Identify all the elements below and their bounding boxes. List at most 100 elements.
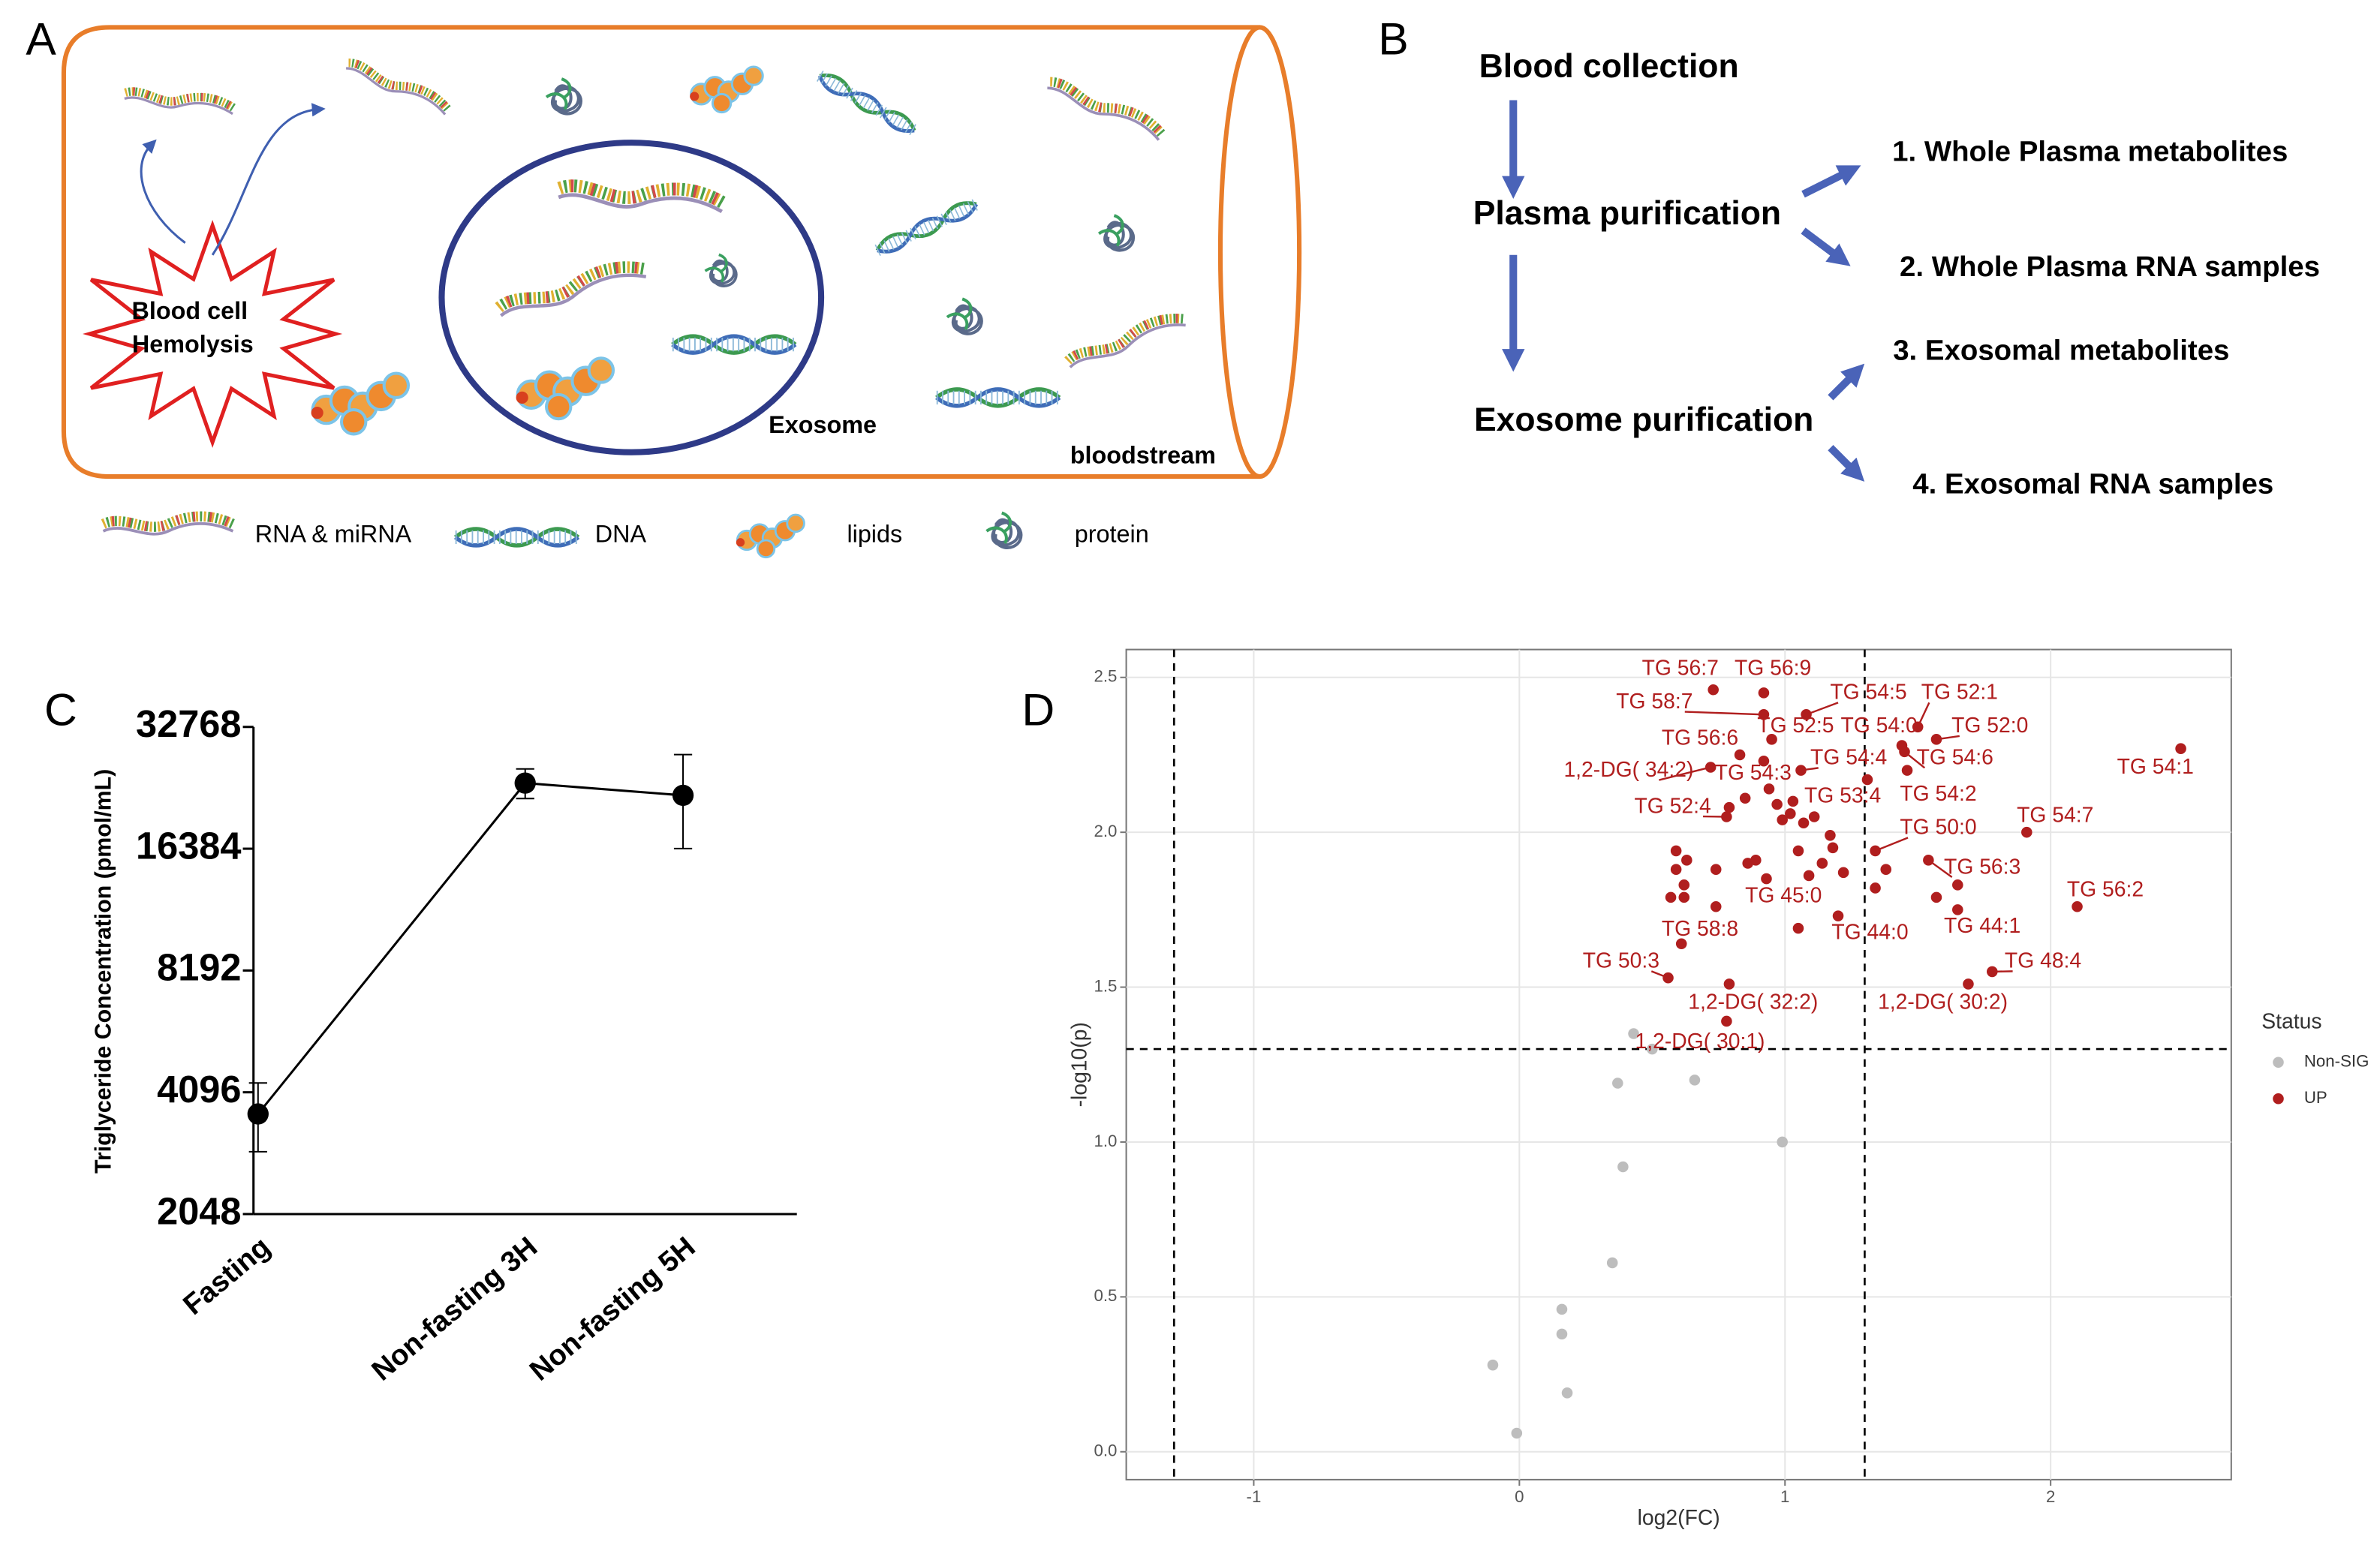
point — [1681, 855, 1692, 866]
legend-marker — [2273, 1057, 2284, 1069]
point-label: TG 50:3 — [1583, 948, 1659, 972]
point — [2021, 826, 2032, 838]
molecule-rna — [124, 86, 234, 116]
point — [1827, 842, 1839, 854]
point — [1761, 873, 1772, 885]
point-label: TG 54:0 — [1841, 713, 1918, 737]
legend-label: DNA — [595, 520, 647, 547]
point-label: TG 56:7 — [1642, 655, 1719, 679]
line — [257, 782, 684, 1115]
leader-line — [1801, 767, 1819, 771]
point — [1758, 755, 1770, 767]
point-label: 1,2-DG( 30:2) — [1878, 989, 2008, 1013]
point — [1723, 801, 1735, 813]
molecule-protein — [947, 299, 982, 333]
point — [1710, 864, 1722, 875]
molecule-lipid — [688, 65, 764, 114]
point — [1670, 845, 1682, 857]
legend-label: protein — [1075, 520, 1149, 547]
panel-label: C — [44, 684, 77, 735]
arrow — [211, 103, 326, 256]
molecule-dna — [874, 197, 979, 257]
leader-line — [1936, 735, 1960, 741]
point — [1832, 910, 1844, 921]
point-label: TG 54:3 — [1715, 760, 1792, 784]
molecule-rna — [345, 57, 450, 117]
point — [1798, 817, 1810, 829]
y-tick-label: 4096 — [157, 1068, 241, 1111]
molecule-rna — [558, 179, 724, 215]
x-tick-label: 2 — [2046, 1487, 2055, 1506]
point — [247, 1103, 269, 1125]
point — [1787, 795, 1799, 807]
point-label: TG 58:8 — [1662, 916, 1738, 940]
arrow — [1801, 165, 1861, 198]
point-label: 1,2-DG( 34:2) — [1563, 757, 1693, 781]
point — [1628, 1028, 1639, 1039]
exosome-label: Exosome — [769, 411, 877, 438]
point — [1675, 938, 1687, 950]
point — [1771, 798, 1783, 810]
flow-output: 4. Exosomal RNA samples — [1912, 467, 2273, 500]
flow-step: Plasma purification — [1473, 195, 1781, 232]
point — [1689, 1075, 1701, 1086]
x-tick-label: Fasting — [177, 1231, 276, 1321]
point — [1606, 1257, 1618, 1269]
point-label: TG 54:4 — [1810, 745, 1887, 769]
y-tick-label: 32768 — [136, 702, 242, 745]
flow-output: 2. Whole Plasma RNA samples — [1900, 251, 2320, 283]
point — [1901, 765, 1913, 776]
y-tick-label: 1.5 — [1094, 976, 1118, 995]
point — [1758, 687, 1770, 699]
point — [2175, 743, 2186, 754]
point — [1963, 978, 1974, 990]
point — [1678, 891, 1690, 903]
x-tick-label: 0 — [1515, 1487, 1524, 1506]
point — [1647, 1043, 1658, 1055]
leader-line — [1992, 970, 2013, 973]
arrow — [140, 139, 186, 244]
point — [1792, 845, 1804, 857]
point-label: TG 56:3 — [1944, 854, 2020, 878]
molecule-rna — [1065, 312, 1187, 370]
point-label: TG 56:9 — [1735, 655, 1811, 679]
molecule-protein — [1099, 215, 1133, 250]
point — [1556, 1328, 1568, 1340]
exosome-circle — [438, 140, 825, 455]
point — [1777, 814, 1788, 825]
point — [1792, 922, 1804, 934]
point-label: TG 53:4 — [1804, 783, 1881, 807]
molecule-rna — [1046, 75, 1165, 142]
point-label: TG 52:1 — [1921, 680, 1998, 704]
y-tick-label: 2048 — [157, 1189, 241, 1232]
bloodstream-label: bloodstream — [1070, 441, 1216, 468]
molecule-dna — [816, 70, 918, 137]
point — [1808, 811, 1820, 822]
molecule-protein — [987, 513, 1022, 548]
legend-label: Non-SIG — [2304, 1052, 2369, 1071]
y-tick-label: 2.5 — [1094, 667, 1118, 686]
hemolysis-label: Blood cell — [132, 297, 248, 324]
vessel — [61, 25, 1260, 479]
leader-line — [1875, 837, 1909, 852]
flow-arrows — [1502, 100, 1865, 482]
point — [1678, 879, 1690, 891]
point-label: TG 54:6 — [1917, 745, 1993, 769]
point — [1487, 1359, 1499, 1371]
point — [1987, 966, 1998, 978]
point — [1723, 978, 1735, 990]
vessel-end — [1217, 25, 1302, 479]
point-label: TG 56:2 — [2067, 877, 2144, 901]
molecule-protein — [546, 79, 581, 113]
molecule-dna — [456, 529, 579, 546]
x-tick-label: 1 — [1780, 1487, 1789, 1506]
point — [1665, 891, 1677, 903]
point — [1952, 879, 1963, 891]
point-label: 1,2-DG( 30:1) — [1635, 1029, 1765, 1053]
point-label: TG 54:7 — [2017, 803, 2093, 827]
point-label: 1,2-DG( 32:2) — [1688, 989, 1818, 1013]
legend-title: Status — [2261, 1009, 2321, 1033]
y-tick-label: 0.5 — [1094, 1286, 1118, 1305]
legend-label: UP — [2304, 1088, 2327, 1107]
y-tick-label: 1.0 — [1094, 1132, 1118, 1150]
